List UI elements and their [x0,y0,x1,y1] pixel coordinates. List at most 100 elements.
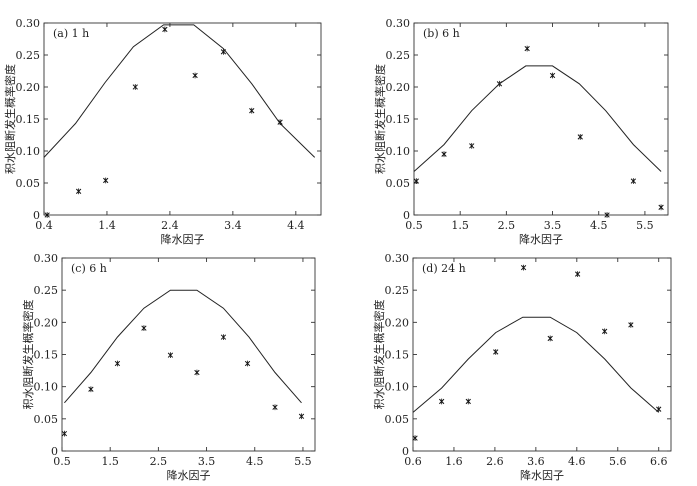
y-tick-label-c-1: 0.05 [34,413,59,426]
y-tick-label-c-2: 0.10 [34,381,59,394]
data-point-b-4 [524,45,530,52]
x-tick-label-d-1: 1.6 [445,455,463,468]
fit-curve-d [412,316,660,413]
x-tick-label-a-4: 4.4 [287,219,305,232]
data-point-a-2 [103,177,109,184]
y-axis-label-c: 积水阻断发生概率密度 [21,300,35,410]
y-tick-label-b-1: 0.05 [386,177,411,190]
x-tick-label-d-5: 5.6 [609,455,627,468]
data-point-d-8 [628,322,634,328]
x-axis-label-d: 降水因子 [520,468,564,482]
panel-c: 0.5 1.5 2.5 3.5 4.5 5.5 0 0.05 0.10 0.15 0.20 0.25 0… [21,252,316,482]
data-point-d-3 [493,349,499,355]
fit-curve-a [43,24,316,158]
x-tick-label-d-2: 2.6 [486,455,504,468]
data-point-c-0 [61,430,68,437]
y-tick-label-c-3: 0.15 [34,349,59,362]
panel-b: 0.5 1.5 2.5 3.5 4.5 5.5 0 0.05 0.10 0.15 0.20 0.25 0… [373,17,669,246]
data-point-c-5 [194,369,200,376]
data-point-a-8 [277,119,283,126]
y-tick-label-b-4: 0.20 [386,81,411,94]
y-tick-label-a-2: 0.10 [16,145,41,158]
y-axis-label-d: 积水阻断发生概率密度 [372,300,386,410]
plot-frame-c [61,257,316,452]
x-tick-label-c-5: 5.5 [294,455,312,468]
y-tick-label-c-5: 0.25 [34,284,59,297]
data-point-a-5 [192,72,198,79]
x-tick-label-a-2: 2.4 [161,219,179,232]
panel-label-c: (c) 6 h [71,262,107,275]
data-point-d-7 [602,328,608,335]
data-point-d-2 [465,398,471,405]
data-point-b-8 [630,178,637,184]
x-tick-label-b-1: 1.5 [451,219,469,232]
y-tick-label-c-4: 0.20 [34,316,59,329]
y-tick-label-b-5: 0.25 [386,49,411,62]
data-point-b-2 [469,142,475,149]
panel-d: 0.6 1.6 2.6 3.6 4.6 5.6 6.6 0 0.05 0.10 0.15 0.20 0.… [372,252,672,482]
x-tick-label-d-6: 6.6 [650,455,668,468]
data-point-c-4 [167,352,174,359]
data-point-b-5 [549,72,556,79]
data-point-a-4 [162,26,168,33]
y-axis-label-a: 积水阻断发生概率密度 [3,64,17,174]
x-tick-label-d-4: 4.6 [568,455,586,468]
plot-frame-b [413,22,669,216]
y-tick-label-b-3: 0.15 [386,113,411,126]
data-point-c-2 [114,360,121,367]
data-point-d-5 [547,335,553,342]
data-point-d-1 [439,398,445,405]
y-tick-label-d-5: 0.25 [385,284,410,297]
data-point-a-6 [220,48,227,55]
y-tick-label-c-0: 0 [51,445,58,458]
x-axis-label-a: 降水因子 [161,232,205,246]
data-point-c-3 [141,325,147,332]
x-tick-label-c-4: 4.5 [246,455,264,468]
y-tick-label-a-1: 0.05 [16,177,41,190]
data-point-b-9 [658,204,664,211]
x-tick-label-b-0: 0.5 [405,219,423,232]
y-tick-label-b-2: 0.10 [386,145,411,158]
y-tick-label-d-1: 0.05 [385,413,410,426]
data-point-b-1 [441,151,447,158]
data-point-a-3 [132,84,138,90]
x-tick-label-c-3: 3.5 [198,455,216,468]
y-axis-label-b: 积水阻断发生概率密度 [373,64,387,174]
data-point-b-6 [577,134,583,140]
fit-curve-b [413,65,662,172]
data-point-a-0 [44,212,50,218]
y-tick-label-d-4: 0.20 [385,316,410,329]
data-point-d-0 [412,435,418,442]
x-tick-label-c-1: 1.5 [101,455,119,468]
x-axis-label-c: 降水因子 [167,468,211,482]
x-tick-label-b-3: 3.5 [544,219,562,232]
y-tick-label-a-4: 0.20 [16,81,41,94]
x-axis-label-b: 降水因子 [519,232,563,246]
y-tick-label-b-0: 0 [403,209,410,222]
plot-frame-d [412,257,672,452]
x-tick-label-b-2: 2.5 [498,219,516,232]
plot-frame-a [43,22,322,216]
x-tick-label-a-3: 3.4 [224,219,242,232]
y-tick-label-a-0: 0 [33,209,40,222]
x-tick-label-b-4: 4.5 [590,219,608,232]
y-tick-label-d-2: 0.10 [385,381,410,394]
data-point-a-1 [75,188,82,195]
y-tick-label-d-0: 0 [402,445,409,458]
data-point-c-7 [244,360,251,367]
x-tick-label-a-1: 1.4 [98,219,116,232]
panel-a: 0.4 1.4 2.4 3.4 4.4 0 0.05 0.10 0.15 0.20 0.25 0.30… [3,17,322,246]
y-tick-label-a-3: 0.15 [16,113,41,126]
fit-curve-c [64,289,302,404]
y-tick-label-c-6: 0.30 [34,252,59,265]
panel-label-b: (b) 6 h [423,27,460,40]
y-tick-label-a-6: 0.30 [16,17,41,30]
y-tick-label-b-6: 0.30 [386,17,411,30]
y-tick-label-d-3: 0.15 [385,349,410,362]
panel-label-d: (d) 24 h [422,262,466,275]
x-tick-label-c-2: 2.5 [150,455,168,468]
x-tick-label-d-0: 0.6 [404,455,422,468]
data-point-c-8 [272,404,278,411]
data-point-a-7 [249,107,255,114]
